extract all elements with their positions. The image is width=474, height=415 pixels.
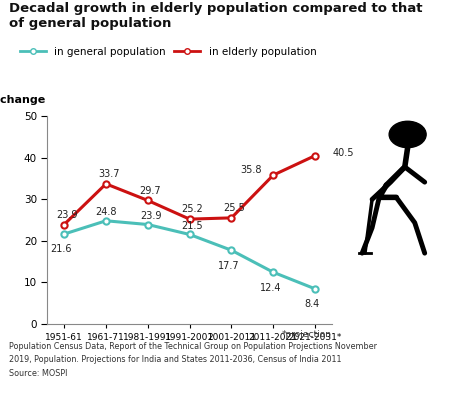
Text: Source: MOSPI: Source: MOSPI	[9, 369, 68, 378]
Text: 12.4: 12.4	[260, 283, 281, 293]
Text: *projection: *projection	[282, 330, 332, 339]
Text: 24.8: 24.8	[95, 208, 117, 217]
Text: 35.8: 35.8	[240, 165, 262, 175]
Text: 25.5: 25.5	[223, 203, 245, 213]
Text: 17.7: 17.7	[218, 261, 239, 271]
Text: 21.5: 21.5	[182, 221, 203, 231]
Text: 40.5: 40.5	[332, 148, 354, 158]
Legend: in general population, in elderly population: in general population, in elderly popula…	[16, 43, 320, 61]
Text: 33.7: 33.7	[98, 169, 119, 179]
Text: 21.6: 21.6	[51, 244, 72, 254]
Text: Decadal growth in elderly population compared to that: Decadal growth in elderly population com…	[9, 2, 423, 15]
Text: 25.2: 25.2	[182, 205, 203, 215]
Text: of general population: of general population	[9, 17, 172, 29]
Text: 2019, Population. Projections for India and States 2011-2036, Census of India 20: 2019, Population. Projections for India …	[9, 355, 342, 364]
Text: 8.4: 8.4	[305, 299, 320, 309]
Circle shape	[389, 121, 426, 148]
Text: 29.7: 29.7	[140, 186, 161, 196]
Text: 23.9: 23.9	[56, 210, 78, 220]
Text: Population Census Data, Report of the Technical Group on Population Projections : Population Census Data, Report of the Te…	[9, 342, 377, 352]
Text: % change: % change	[0, 95, 45, 105]
Text: 23.9: 23.9	[140, 211, 161, 221]
